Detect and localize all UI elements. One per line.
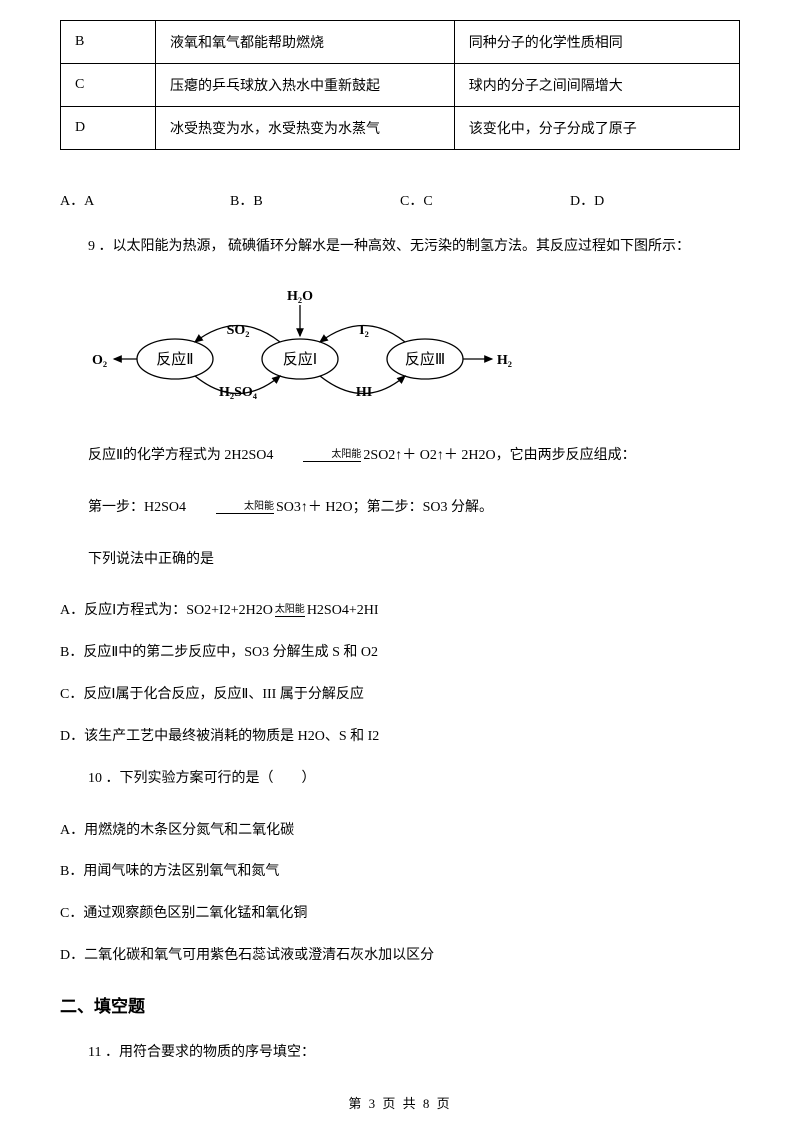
option-a: A．A: [60, 190, 230, 210]
svg-text:反应Ⅱ: 反应Ⅱ: [156, 350, 193, 368]
q10-option-c: C．通过观察颜色区别二氧化锰和氧化铜: [60, 902, 740, 926]
reaction-arrow: 太阳能: [273, 599, 307, 623]
option-d: D．D: [570, 190, 740, 210]
condition-label: 太阳能: [216, 502, 274, 512]
q9-option-b: B．反应Ⅱ中的第二步反应中，SO3 分解生成 S 和 O2: [60, 641, 740, 665]
row-label: C: [61, 64, 156, 107]
text: H2SO4+2HI: [307, 604, 379, 619]
row-label: B: [61, 21, 156, 64]
q10-option-d: D．二氧化碳和氧气可用紫色石蕊试液或澄清石灰水加以区分: [60, 944, 740, 968]
q9-eq-line2: 第一步：H2SO4 太阳能SO3↑＋ H2O；第二步：SO3 分解。: [60, 496, 740, 520]
row-explain: 球内的分子之间间隔增大: [454, 64, 739, 107]
text: SO3↑＋ H2O；第二步：SO3 分解。: [276, 500, 493, 515]
svg-text:反应Ⅰ: 反应Ⅰ: [283, 350, 317, 368]
svg-text:H₂: H₂: [497, 353, 512, 368]
text: A．反应Ⅰ方程式为：SO2+I2+2H2O: [60, 604, 273, 619]
reaction-arrow: 太阳能: [273, 444, 363, 468]
reaction-arrow: 太阳能: [186, 496, 276, 520]
svg-text:反应Ⅲ: 反应Ⅲ: [405, 350, 445, 368]
q10-option-b: B．用闻气味的方法区别氧气和氮气: [60, 860, 740, 884]
table-row: D 冰受热变为水，水受热变为水蒸气 该变化中，分子分成了原子: [61, 107, 740, 150]
text: 2SO2↑＋ O2↑＋ 2H2O，它由两步反应组成：: [363, 448, 635, 463]
q9-prompt: 下列说法中正确的是: [60, 548, 740, 572]
q11-stem: 11 ．用符合要求的物质的序号填空：: [60, 1041, 740, 1065]
table-row: C 压瘪的乒乓球放入热水中重新鼓起 球内的分子之间间隔增大: [61, 64, 740, 107]
q9-stem: 9 ．以太阳能为热源， 硫碘循环分解水是一种高效、无污染的制氢方法。其反应过程如…: [60, 235, 740, 259]
svg-text:O₂: O₂: [92, 353, 107, 368]
q9-eq-line1: 反应Ⅱ的化学方程式为 2H2SO4 太阳能2SO2↑＋ O2↑＋ 2H2O，它由两…: [60, 444, 740, 468]
q10-stem: 10 ．下列实验方案可行的是（ ）: [60, 767, 740, 791]
text: 反应Ⅱ的化学方程式为 2H2SO4: [88, 448, 273, 463]
reaction-cycle-diagram: 反应Ⅱ反应Ⅰ反应ⅢO₂H₂H₂OSO₂H₂SO₄I₂HI: [80, 287, 740, 412]
row-explain: 该变化中，分子分成了原子: [454, 107, 739, 150]
page-footer: 第 3 页 共 8 页: [60, 1093, 740, 1112]
row-fact: 冰受热变为水，水受热变为水蒸气: [156, 107, 455, 150]
fact-table: B 液氧和氧气都能帮助燃烧 同种分子的化学性质相同 C 压瘪的乒乓球放入热水中重…: [60, 20, 740, 150]
section-2-heading: 二、填空题: [60, 992, 740, 1017]
svg-text:H₂O: H₂O: [287, 289, 313, 304]
q9-option-c: C．反应Ⅰ属于化合反应，反应Ⅱ、III 属于分解反应: [60, 683, 740, 707]
table-row: B 液氧和氧气都能帮助燃烧 同种分子的化学性质相同: [61, 21, 740, 64]
q10-option-a: A．用燃烧的木条区分氮气和二氧化碳: [60, 819, 740, 843]
condition-label: 太阳能: [303, 450, 361, 460]
page: B 液氧和氧气都能帮助燃烧 同种分子的化学性质相同 C 压瘪的乒乓球放入热水中重…: [0, 0, 800, 1122]
row-fact: 液氧和氧气都能帮助燃烧: [156, 21, 455, 64]
row-fact: 压瘪的乒乓球放入热水中重新鼓起: [156, 64, 455, 107]
q9-option-a: A．反应Ⅰ方程式为：SO2+I2+2H2O太阳能H2SO4+2HI: [60, 599, 740, 623]
option-c: C．C: [400, 190, 570, 210]
row-explain: 同种分子的化学性质相同: [454, 21, 739, 64]
condition-label: 太阳能: [275, 605, 305, 615]
text: 第一步：H2SO4: [88, 500, 186, 515]
row-label: D: [61, 107, 156, 150]
option-b: B．B: [230, 190, 400, 210]
q8-options: A．A B．B C．C D．D: [60, 190, 740, 210]
q9-option-d: D．该生产工艺中最终被消耗的物质是 H2O、S 和 I2: [60, 725, 740, 749]
